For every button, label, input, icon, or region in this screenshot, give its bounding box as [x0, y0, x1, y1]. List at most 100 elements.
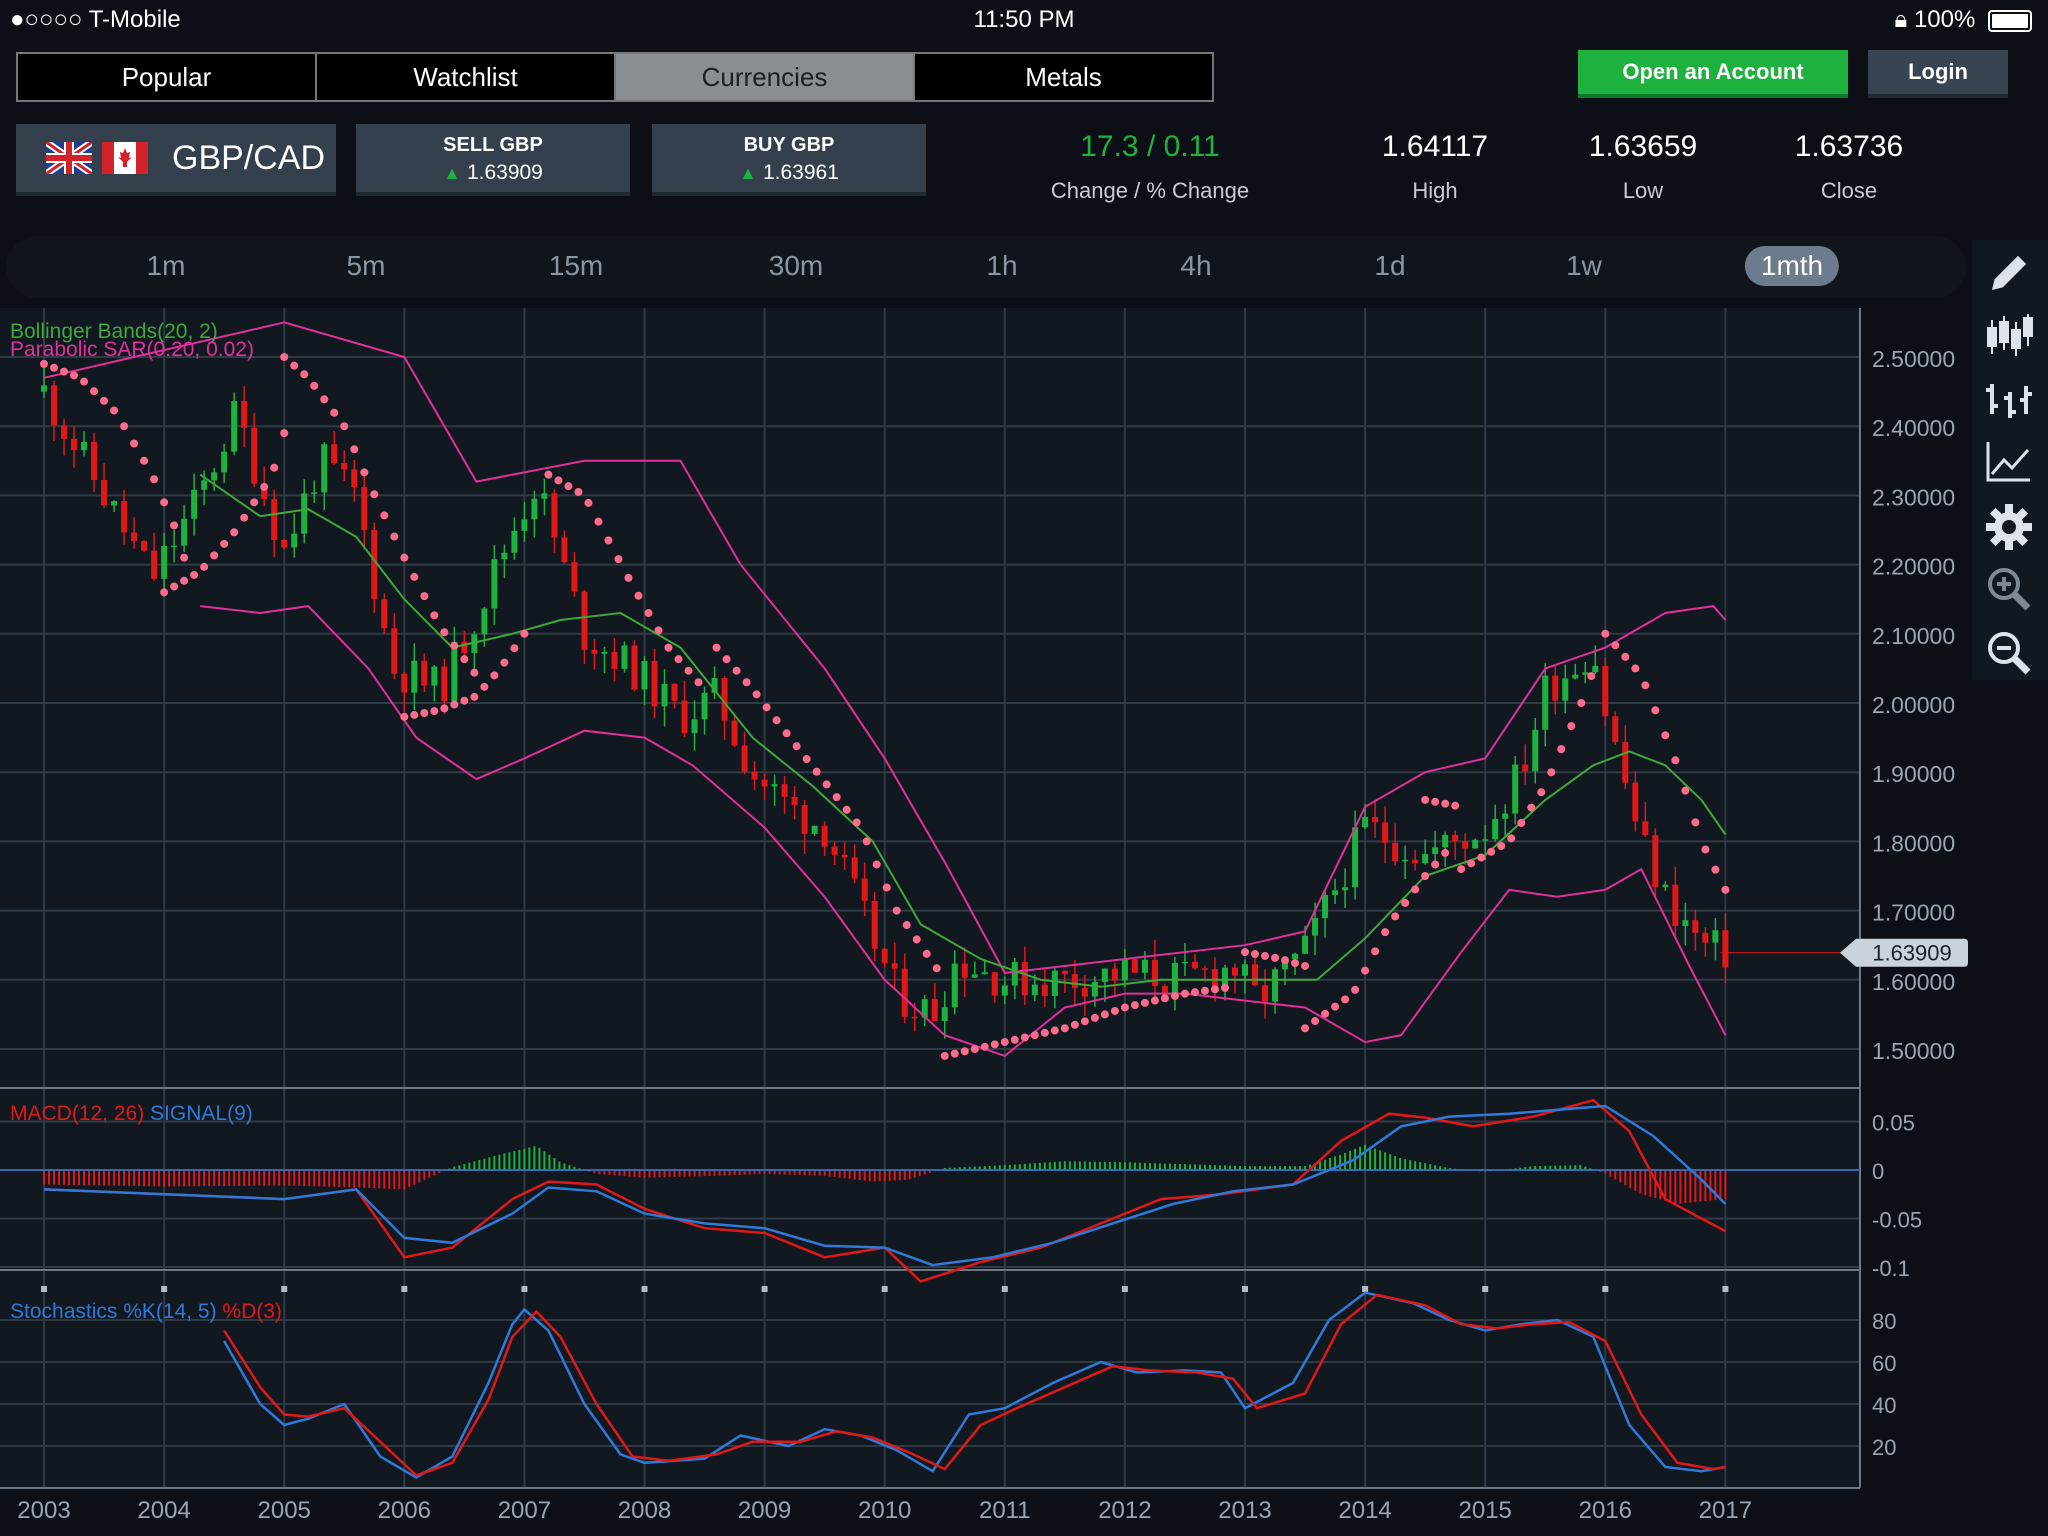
- y-tick-label: 40: [1872, 1393, 1896, 1418]
- candle-body: [1692, 920, 1699, 933]
- sar-dot: [450, 641, 459, 650]
- candle-body: [1402, 859, 1409, 862]
- y-tick-label: 1.90000: [1872, 761, 1955, 787]
- close-stat: 1.63736 Close: [1744, 130, 1954, 204]
- sar-dot: [694, 678, 703, 687]
- sell-button[interactable]: SELL GBP ▲ 1.63909: [356, 124, 630, 196]
- price-chart[interactable]: 2.50000 2.40000 2.30000 2.20000 2.10000 2.000…: [0, 300, 1972, 1536]
- timeframe-1d[interactable]: 1d: [1374, 250, 1406, 281]
- sar-dot: [520, 629, 529, 638]
- y-tick-label: 2.00000: [1872, 692, 1955, 718]
- x-tick-label: 2005: [258, 1497, 311, 1524]
- candle-body: [1312, 918, 1319, 936]
- candle-body: [521, 519, 528, 531]
- instrument-selector[interactable]: GBP/CAD: [16, 124, 336, 196]
- sar-dot: [1467, 859, 1476, 868]
- sar-dot: [604, 536, 613, 545]
- buy-button[interactable]: BUY GBP ▲ 1.63961: [652, 124, 926, 196]
- candle-body: [721, 678, 728, 721]
- sar-dot: [430, 707, 439, 716]
- candle-body: [121, 501, 128, 533]
- pencil-icon[interactable]: [1978, 242, 2040, 304]
- candlestick-icon[interactable]: [1978, 304, 2040, 366]
- tab-currencies[interactable]: Currencies: [616, 54, 915, 100]
- candle-body: [1081, 988, 1088, 997]
- sar-dot: [190, 570, 199, 579]
- sar-dot: [1331, 1002, 1340, 1011]
- bar-chart-icon[interactable]: [1978, 368, 2040, 430]
- candle-body: [901, 968, 908, 1017]
- sar-dot: [1220, 983, 1229, 992]
- candle-body: [661, 683, 668, 707]
- candle-body: [1061, 970, 1068, 975]
- panel-divider-dot: [1242, 1286, 1248, 1292]
- x-tick-label: 2007: [498, 1497, 551, 1524]
- pair-label: GBP/CAD: [172, 138, 326, 177]
- open-account-button[interactable]: Open an Account: [1578, 50, 1848, 98]
- stochastic-d-line: [223, 1293, 1726, 1477]
- sar-dot: [792, 742, 801, 751]
- candle-body: [181, 518, 188, 546]
- sar-dot: [1537, 788, 1546, 797]
- candle-body: [971, 974, 978, 978]
- candle-body: [1702, 932, 1709, 943]
- y-tick-label: 2.20000: [1872, 554, 1955, 580]
- sar-dot: [1411, 885, 1420, 894]
- sar-dot: [80, 377, 89, 386]
- sar-dot: [1567, 722, 1576, 731]
- line-chart-icon[interactable]: [1978, 430, 2040, 492]
- chart-background: [0, 308, 1860, 1488]
- timeframe-30m[interactable]: 30m: [768, 250, 824, 281]
- sar-dot: [40, 359, 48, 368]
- sar-dot: [1090, 1013, 1099, 1022]
- x-tick-label: 2008: [618, 1497, 671, 1524]
- login-button[interactable]: Login: [1868, 50, 2008, 98]
- sar-dot: [1271, 953, 1280, 962]
- gear-icon[interactable]: [1978, 496, 2040, 558]
- sar-dot: [1651, 706, 1660, 715]
- y-tick-label: 0.05: [1872, 1111, 1915, 1136]
- candle-body: [1662, 884, 1669, 887]
- sar-dot: [1441, 799, 1450, 808]
- sar-dot: [644, 609, 653, 618]
- candle-body: [61, 425, 68, 439]
- candle-body: [441, 666, 448, 701]
- sar-dot: [50, 363, 59, 372]
- sar-dot: [1361, 966, 1370, 975]
- sar-dot: [240, 513, 249, 522]
- tab-metals[interactable]: Metals: [915, 54, 1212, 100]
- zoom-in-icon[interactable]: [1978, 558, 2040, 620]
- sar-dot: [130, 439, 139, 448]
- candle-body: [231, 401, 238, 452]
- timeframe-4h[interactable]: 4h: [1180, 250, 1212, 281]
- candle-body: [431, 666, 438, 686]
- timeframe-1m[interactable]: 1m: [146, 250, 186, 281]
- timeframe-1h[interactable]: 1h: [986, 250, 1018, 281]
- timeframe-5m[interactable]: 5m: [346, 250, 386, 281]
- sar-dot: [360, 468, 369, 477]
- candle-body: [1502, 813, 1509, 819]
- candle-body: [1011, 962, 1018, 986]
- candle-body: [1492, 818, 1499, 840]
- x-tick-label: 2006: [378, 1497, 431, 1524]
- timeframe-15m[interactable]: 15m: [548, 250, 604, 281]
- sar-dot: [500, 658, 509, 667]
- sar-dot: [150, 475, 159, 484]
- tab-popular[interactable]: Popular: [18, 54, 317, 100]
- sar-dot: [1711, 865, 1720, 874]
- candle-body: [1582, 672, 1589, 675]
- candle-body: [1712, 930, 1719, 943]
- y-tick-label: 60: [1872, 1351, 1896, 1376]
- sar-dot: [420, 592, 429, 601]
- tab-watchlist[interactable]: Watchlist: [317, 54, 616, 100]
- timeframe-1w[interactable]: 1w: [1566, 250, 1602, 281]
- zoom-out-icon[interactable]: [1978, 622, 2040, 684]
- sar-dot: [980, 1042, 989, 1051]
- sar-dot: [1070, 1020, 1079, 1029]
- candle-body: [1392, 842, 1399, 862]
- panel-divider-dot: [1121, 1286, 1128, 1292]
- candle-body: [1572, 674, 1579, 679]
- sar-dot: [1457, 865, 1466, 874]
- timeframe-1mth[interactable]: 1mth: [1744, 246, 1840, 286]
- sar-dot: [310, 381, 319, 390]
